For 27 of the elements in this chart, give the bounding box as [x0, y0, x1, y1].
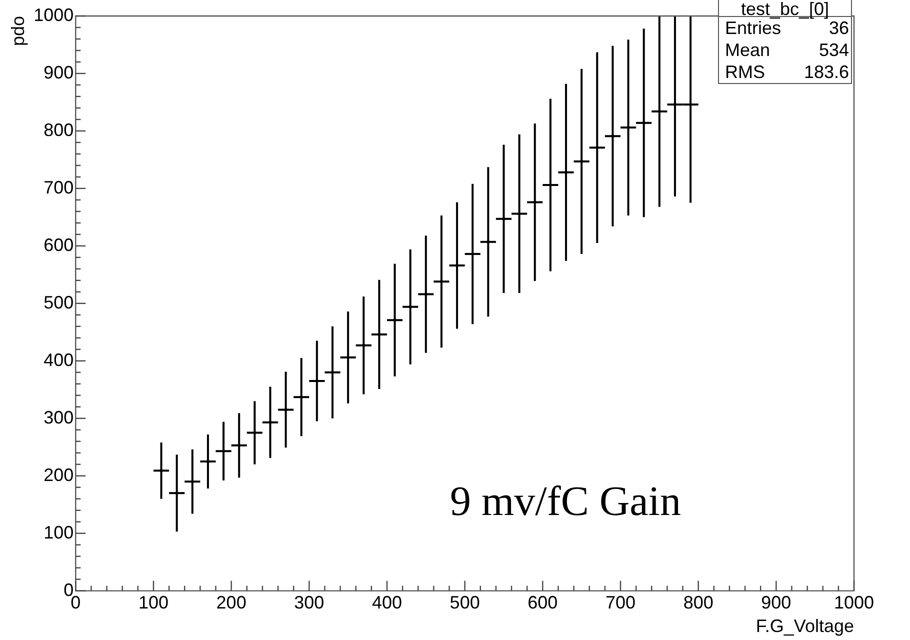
- x-axis-title: F.G_Voltage: [756, 616, 854, 636]
- y-tick-label: 800: [44, 120, 74, 140]
- y-tick-label: 200: [44, 464, 74, 485]
- x-tick-label: 200: [216, 592, 246, 613]
- x-tick-label: 700: [605, 592, 636, 613]
- y-axis-title: pdo: [8, 16, 28, 46]
- text: Entries 36: [725, 18, 849, 38]
- y-tick-label: 600: [44, 234, 74, 255]
- y-tick-label: 1000: [34, 4, 74, 25]
- annotation: test_bc_[0]: [719, 0, 851, 19]
- x-tick-label: 500: [450, 592, 480, 613]
- x-tick-label: 600: [528, 592, 558, 613]
- x-tick-label: 800: [683, 592, 714, 613]
- y-tick-label: 300: [44, 407, 74, 428]
- x-tick-label: 300: [294, 592, 324, 613]
- x-tick-label: 400: [372, 592, 402, 613]
- annotation: 9 mv/fC Gain: [450, 478, 681, 526]
- y-tick-label: 400: [44, 350, 74, 370]
- y-tick-label: 500: [44, 292, 74, 312]
- text: Mean 534: [725, 40, 849, 60]
- y-tick-label: 700: [44, 177, 74, 198]
- x-tick-label: 100: [138, 592, 168, 613]
- x-tick-label: 1000: [834, 592, 874, 613]
- x-tick-label: 900: [761, 592, 792, 613]
- y-tick-label: 900: [44, 62, 74, 82]
- y-tick-label: 100: [44, 522, 74, 542]
- text: RMS 183.6: [725, 62, 849, 82]
